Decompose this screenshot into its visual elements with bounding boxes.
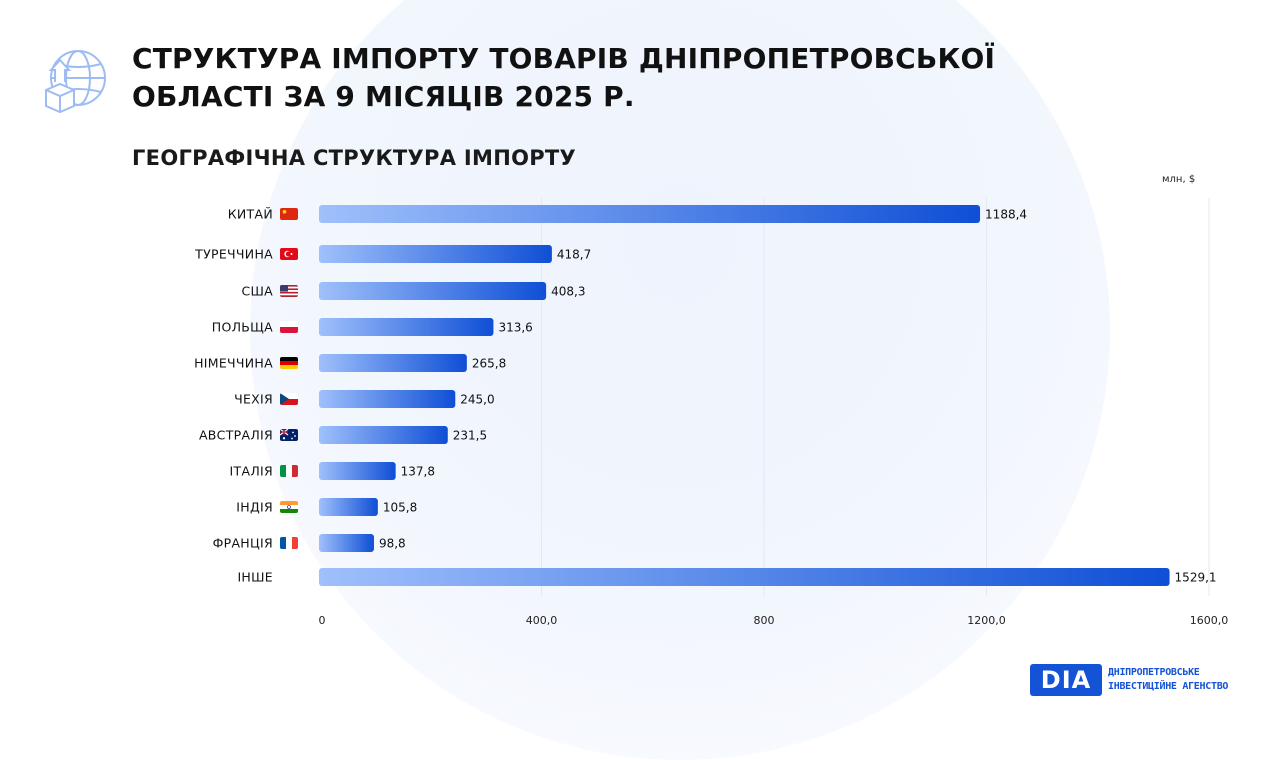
category-label: ЧЕХІЯ (234, 392, 273, 407)
bar-value-label: 137,8 (401, 465, 435, 479)
category-label: КИТАЙ (228, 207, 273, 222)
bar (319, 568, 1170, 586)
france-flag-icon (280, 537, 298, 549)
category-label: ТУРЕЧЧИНА (194, 247, 273, 262)
poland-flag-icon (280, 321, 298, 333)
x-tick-label: 800 (754, 614, 775, 627)
page-title: СТРУКТУРА ІМПОРТУ ТОВАРІВ ДНІПРОПЕТРОВСЬ… (132, 42, 996, 113)
category-label: США (241, 284, 273, 299)
category-label: ФРАНЦІЯ (213, 536, 273, 551)
bar (319, 282, 547, 300)
germany-flag-icon (280, 357, 298, 369)
bar-value-label: 1188,4 (985, 208, 1027, 222)
australia-flag-icon (280, 429, 298, 441)
background-circle (250, 0, 1110, 760)
x-tick-label: 400,0 (526, 614, 558, 627)
bar-row-індія: 105,8 ІНДІЯ (236, 498, 417, 516)
bar-value-label: 265,8 (472, 357, 506, 371)
bar-row-туреччина: 418,7 ТУРЕЧЧИНА (194, 245, 591, 263)
bar-row-італія: 137,8 ІТАЛІЯ (230, 462, 435, 480)
category-label: ІНШЕ (237, 570, 273, 585)
bar-value-label: 418,7 (557, 248, 591, 262)
bar (319, 426, 448, 444)
bar (319, 498, 378, 516)
x-tick-label: 1200,0 (967, 614, 1006, 627)
category-label: ІТАЛІЯ (230, 464, 273, 479)
globe-import-icon (45, 50, 106, 114)
bar-row-китай: 1188,4 КИТАЙ (228, 205, 1027, 223)
logo-letters: DIA (1040, 666, 1092, 694)
czechia-flag-icon (280, 393, 298, 405)
bar-row-франція: 98,8 ФРАНЦІЯ (213, 534, 406, 552)
logo-line-1: ДНІПРОПЕТРОВСЬКЕ (1108, 667, 1200, 678)
category-label: ПОЛЬЩА (212, 320, 273, 335)
x-tick-label: 1600,0 (1190, 614, 1229, 627)
bar (319, 318, 494, 336)
bar-chart: 1188,4 КИТАЙ 418,7 ТУРЕЧЧИНА 408,3 США 313,6 ПО… (194, 198, 1229, 627)
logo-text: ДНІПРОПЕТРОВСЬКЕ ІНВЕСТИЦІЙНЕ АГЕНСТВО (1108, 666, 1258, 694)
bar (319, 462, 396, 480)
bar (319, 205, 981, 223)
bar (319, 354, 467, 372)
bar-value-label: 245,0 (460, 393, 494, 407)
bar-value-label: 105,8 (383, 501, 417, 515)
usa-flag-icon (280, 285, 298, 297)
bar-row-австралія: 231,5 АВСТРАЛІЯ (199, 426, 487, 444)
bar-row-чехія: 245,0 ЧЕХІЯ (234, 390, 495, 408)
bar-row-сша: 408,3 США (241, 282, 585, 300)
turkey-flag-icon (280, 248, 298, 260)
dia-logo: DIA ДНІПРОПЕТРОВСЬКЕ ІНВЕСТИЦІЙНЕ АГЕНСТ… (1030, 660, 1260, 700)
category-label: ІНДІЯ (236, 500, 273, 515)
india-flag-icon (280, 501, 298, 513)
china-flag-icon (280, 208, 298, 220)
logo-line-2: ІНВЕСТИЦІЙНЕ АГЕНСТВО (1108, 681, 1229, 692)
bar-value-label: 98,8 (379, 537, 406, 551)
bar-value-label: 408,3 (551, 285, 585, 299)
bar (319, 390, 456, 408)
bar (319, 245, 552, 263)
bar-row-німеччина: 265,8 НІМЕЧЧИНА (194, 354, 506, 372)
category-label: НІМЕЧЧИНА (194, 356, 273, 371)
chart-subtitle: ГЕОГРАФІЧНА СТРУКТУРА ІМПОРТУ (132, 146, 577, 170)
bar (319, 534, 374, 552)
bar-row-польща: 313,6 ПОЛЬЩА (212, 318, 533, 336)
bar-value-label: 231,5 (453, 429, 487, 443)
bar-value-label: 1529,1 (1175, 571, 1217, 585)
x-tick-label: 0 (319, 614, 326, 627)
bar-row-інше: 1529,1 ІНШЕ (237, 568, 1217, 586)
italy-flag-icon (280, 465, 298, 477)
logo-mark (1030, 664, 1102, 696)
category-label: АВСТРАЛІЯ (199, 428, 273, 443)
unit-label: млн, $ (1162, 174, 1196, 185)
bar-value-label: 313,6 (498, 321, 532, 335)
